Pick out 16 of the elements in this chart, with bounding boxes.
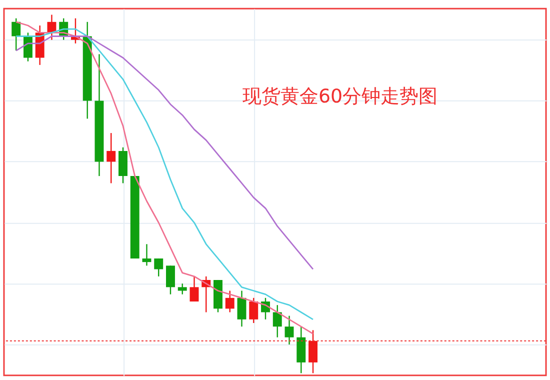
text: 现货黄金60分钟走势图 [242,86,438,108]
candlestick [106,132,116,184]
candlestick [225,290,234,313]
candlestick [308,330,318,374]
candlestick [178,282,187,295]
candlestick [272,304,282,338]
candlestick [284,315,294,346]
candlestick [249,297,258,324]
candlestick [23,32,32,62]
candlestick [154,258,164,277]
candlestick [142,244,152,266]
candlestick [166,265,175,295]
candlestick [12,18,21,52]
candlestick [237,290,246,328]
candlestick [47,14,56,40]
candlestick [190,276,199,302]
